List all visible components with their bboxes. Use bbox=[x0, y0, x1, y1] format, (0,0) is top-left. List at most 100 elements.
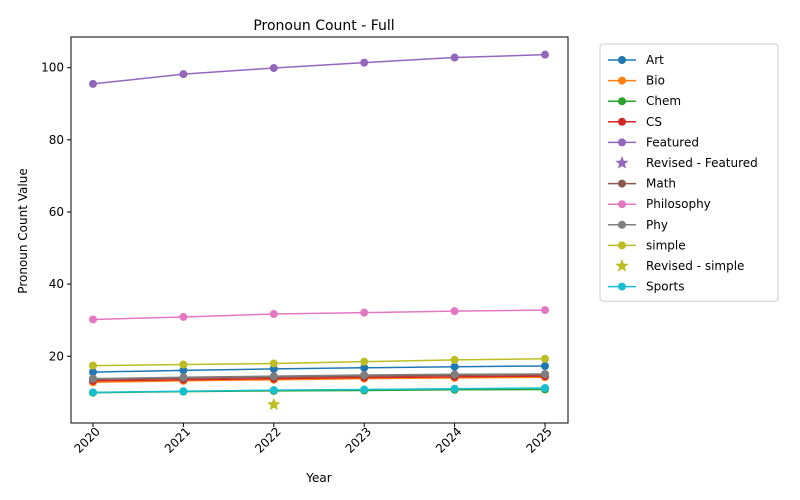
legend-swatch-marker bbox=[618, 179, 626, 188]
series-line-math bbox=[92, 373, 546, 381]
data-point-sports-2023 bbox=[360, 385, 369, 394]
legend-item-phy: Phy bbox=[608, 218, 668, 232]
data-point-philosophy-2023 bbox=[360, 308, 369, 317]
legend-item-bio: Bio bbox=[608, 74, 665, 88]
data-point-sports-2025 bbox=[541, 384, 549, 393]
legend-swatch-star bbox=[615, 156, 629, 169]
legend-item-sports: Sports bbox=[608, 280, 684, 294]
data-point-sports-2021 bbox=[179, 387, 188, 396]
data-point-featured-2023 bbox=[360, 58, 369, 67]
series-phy bbox=[89, 369, 549, 383]
data-point-art-2021 bbox=[179, 366, 188, 375]
data-point-art-2020 bbox=[89, 368, 97, 377]
data-point-philosophy-2021 bbox=[179, 312, 188, 321]
data-point-phy-2023 bbox=[360, 371, 369, 380]
series-line-philosophy bbox=[92, 309, 546, 321]
legend-swatch-marker bbox=[618, 76, 626, 85]
legend-label: Sports bbox=[646, 280, 684, 294]
legend-swatch-marker bbox=[618, 97, 626, 106]
plot-area bbox=[89, 50, 549, 411]
data-point-featured-2021 bbox=[179, 70, 188, 79]
series-line-art bbox=[92, 365, 546, 373]
legend-item-simple: simple bbox=[608, 238, 686, 252]
y-tick-label-80: 80 bbox=[49, 133, 64, 147]
x-tick-label-2022: 2022 bbox=[252, 424, 283, 455]
legend-box bbox=[599, 43, 779, 302]
series-line-bio bbox=[92, 376, 546, 383]
series-line-phy bbox=[92, 373, 546, 380]
data-point-phy-2024 bbox=[450, 370, 459, 379]
series-line-featured bbox=[92, 53, 546, 85]
data-point-philosophy-2022 bbox=[269, 310, 278, 319]
legend-label: Featured bbox=[646, 135, 699, 149]
y-tick-label-100: 100 bbox=[41, 61, 64, 75]
legend-swatch-marker bbox=[618, 138, 626, 147]
legend-label: CS bbox=[646, 115, 662, 129]
series-line-cs bbox=[92, 375, 546, 382]
series-line-simple bbox=[92, 358, 546, 367]
data-point-simple-2020 bbox=[89, 361, 97, 370]
legend-label: Revised - simple bbox=[646, 259, 744, 273]
legend-label: Philosophy bbox=[646, 197, 711, 211]
data-point-simple-2023 bbox=[360, 357, 369, 366]
legend-item-revised-featured: Revised - Featured bbox=[615, 156, 758, 170]
x-tick-label-2023: 2023 bbox=[343, 424, 374, 455]
legend-item-chem: Chem bbox=[608, 94, 681, 108]
data-point-simple-2022 bbox=[269, 359, 278, 368]
data-point-featured-2022 bbox=[269, 64, 278, 73]
data-point-simple-2025 bbox=[541, 354, 549, 363]
legend-item-revised-simple: Revised - simple bbox=[615, 259, 744, 273]
legend-swatch-marker bbox=[618, 117, 626, 126]
legend-label: Chem bbox=[646, 94, 681, 108]
legend-label: Math bbox=[646, 177, 676, 191]
legend-item-featured: Featured bbox=[608, 135, 699, 149]
x-axis-label: Year bbox=[305, 471, 331, 485]
data-point-art-2024 bbox=[450, 362, 459, 371]
y-tick-label-60: 60 bbox=[49, 205, 64, 219]
legend-swatch-star bbox=[615, 259, 629, 272]
legend-item-math: Math bbox=[608, 177, 676, 191]
legend-item-cs: CS bbox=[608, 115, 662, 129]
data-point-featured-2024 bbox=[450, 53, 459, 62]
data-point-sports-2022 bbox=[269, 386, 278, 395]
legend-label: Phy bbox=[646, 218, 668, 232]
series-revised-simple bbox=[267, 397, 281, 411]
series-sports bbox=[89, 384, 549, 397]
data-point-philosophy-2020 bbox=[89, 315, 97, 324]
data-point-art-2025 bbox=[541, 362, 549, 370]
plot-frame bbox=[70, 36, 569, 424]
y-tick-label-40: 40 bbox=[49, 277, 64, 291]
series-simple bbox=[89, 354, 549, 370]
y-axis-label: Pronoun Count Value bbox=[16, 168, 30, 293]
legend: Art Bio Chem CS Featured Revised - Featured Ma… bbox=[599, 43, 779, 302]
chart-title: Pronoun Count - Full bbox=[253, 18, 394, 34]
data-point-phy-2022 bbox=[269, 372, 278, 381]
legend-item-art: Art bbox=[608, 53, 664, 67]
x-tick-label-2024: 2024 bbox=[433, 424, 464, 455]
star-point-revised-simple-2022 bbox=[267, 397, 281, 411]
legend-swatch-marker bbox=[618, 220, 626, 229]
y-tick-label-20: 20 bbox=[49, 349, 64, 363]
data-point-sports-2024 bbox=[450, 384, 459, 393]
legend-swatch-marker bbox=[618, 241, 626, 250]
legend-swatch-marker bbox=[618, 56, 626, 64]
legend-label: Bio bbox=[646, 74, 665, 88]
data-point-philosophy-2025 bbox=[541, 306, 549, 315]
x-tick-label-2021: 2021 bbox=[162, 424, 193, 455]
x-tick-label-2020: 2020 bbox=[71, 424, 102, 455]
legend-label: simple bbox=[646, 238, 686, 252]
series-featured bbox=[89, 50, 549, 88]
data-point-featured-2025 bbox=[541, 50, 549, 59]
x-tick-label-2025: 2025 bbox=[523, 424, 554, 455]
data-point-simple-2021 bbox=[179, 360, 188, 369]
series-line-sports bbox=[92, 387, 546, 394]
legend-item-philosophy: Philosophy bbox=[608, 197, 711, 211]
legend-swatch-marker bbox=[618, 282, 626, 291]
series-philosophy bbox=[89, 306, 549, 324]
data-point-phy-2021 bbox=[179, 373, 188, 382]
data-point-art-2023 bbox=[360, 363, 369, 372]
data-point-phy-2025 bbox=[541, 369, 549, 378]
data-point-phy-2020 bbox=[89, 374, 97, 383]
data-point-simple-2024 bbox=[450, 355, 459, 364]
